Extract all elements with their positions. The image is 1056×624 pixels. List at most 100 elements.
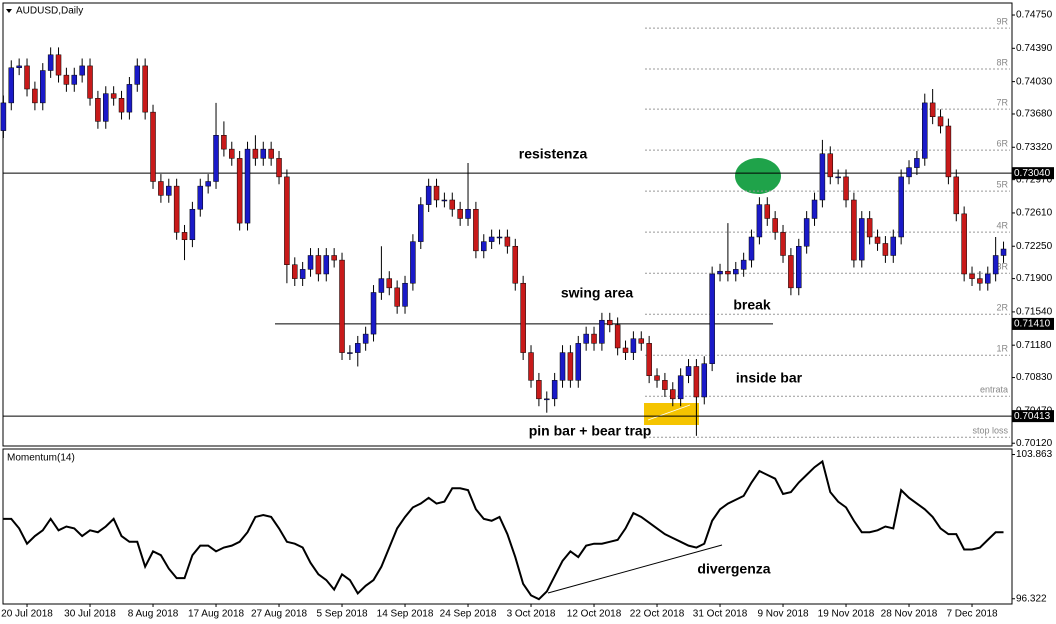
candle-body [599, 319, 605, 344]
candle-body [819, 153, 826, 201]
y-tick-label: 0.72250 [1016, 241, 1053, 252]
candle-body [244, 148, 251, 224]
candle-body [339, 259, 345, 353]
candle-body [236, 158, 243, 224]
candle-body [701, 363, 708, 398]
candle-body [307, 255, 314, 270]
y-tick-label: 0.74390 [1016, 43, 1053, 54]
candle-body [181, 232, 188, 241]
candle-body [103, 93, 109, 122]
candle-body [520, 282, 526, 353]
candle-body [591, 333, 597, 344]
candle-body [614, 324, 621, 349]
candle-body [55, 54, 62, 76]
candle-body [630, 338, 637, 353]
x-tick-label: 24 Sep 2018 [440, 609, 497, 620]
x-tick-label: 30 Jul 2018 [64, 609, 116, 620]
candle-body [126, 84, 133, 113]
candle-body [87, 65, 93, 99]
candle-body [205, 181, 211, 187]
candle-body [173, 185, 180, 233]
y-tick-label: 0.70830 [1016, 372, 1053, 383]
candle-body [418, 204, 424, 242]
candle-body [583, 333, 589, 344]
candle-body [725, 270, 731, 275]
x-tick-label: 22 Oct 2018 [630, 609, 685, 620]
candle-body [796, 245, 802, 289]
x-tick-label: 28 Nov 2018 [881, 609, 938, 620]
x-tick-label: 7 Dec 2018 [946, 609, 998, 620]
y-tick-label: 96.322 [1016, 593, 1047, 604]
candle-body [985, 273, 991, 284]
candle-body [441, 199, 448, 202]
annotation: divergenza [697, 561, 770, 577]
candle-body [780, 232, 786, 256]
candle-body [299, 269, 306, 279]
candle-body [953, 176, 960, 215]
candle-body [567, 352, 574, 381]
candle-body [0, 102, 7, 131]
candle-body [465, 208, 471, 219]
x-tick-label: 14 Sep 2018 [377, 609, 434, 620]
candle-body [323, 255, 330, 275]
candle-body [992, 255, 999, 275]
level-label: 5R [996, 179, 1008, 189]
candle-body [63, 74, 70, 85]
y-tick-label: 0.71540 [1016, 307, 1053, 318]
level-label: 3R [996, 262, 1008, 272]
candle-body [733, 269, 739, 275]
candle-body [449, 199, 456, 210]
candle-body [110, 93, 117, 99]
candle-body [284, 176, 290, 265]
candle-body [378, 278, 385, 293]
candle-body [512, 245, 519, 284]
level-label: stop loss [972, 426, 1008, 436]
candle-body [8, 67, 15, 104]
x-tick-label: 20 Jul 2018 [1, 609, 53, 620]
candle-body [166, 185, 172, 196]
candle-body [24, 65, 30, 90]
momentum-line [3, 459, 1004, 601]
y-tick-label: 0.74030 [1016, 76, 1053, 87]
candle-body [315, 255, 322, 275]
price-label: 0.73040 [1014, 168, 1051, 179]
candle-body [481, 241, 487, 252]
x-tick-label: 27 Aug 2018 [251, 609, 308, 620]
highlight-line [647, 404, 691, 421]
menu-arrow [6, 9, 12, 13]
x-tick-label: 3 Oct 2018 [507, 609, 556, 620]
annotation: swing area [561, 285, 634, 301]
candle-body [670, 389, 676, 400]
candle-body [622, 347, 629, 353]
candle-body [551, 380, 558, 400]
candle-body [528, 352, 534, 381]
candle-body [772, 218, 778, 233]
candle-body [685, 366, 692, 376]
y-tick-label: 103.863 [1016, 449, 1053, 460]
pin-bar-highlight [644, 403, 699, 425]
level-label: 2R [996, 303, 1008, 313]
candle-body [827, 153, 834, 178]
level-label: 9R [996, 16, 1008, 26]
x-tick-label: 19 Nov 2018 [818, 609, 875, 620]
candle-body [709, 273, 715, 364]
candle-body [851, 199, 857, 261]
x-tick-label: 12 Oct 2018 [567, 609, 622, 620]
candle-body [748, 236, 755, 261]
y-tick-label: 0.73320 [1016, 142, 1053, 153]
level-label: 8R [996, 57, 1008, 67]
level-label: 1R [996, 344, 1008, 354]
candle-body [386, 278, 393, 289]
candle-body [764, 204, 771, 219]
candle-body [370, 292, 377, 335]
candle-body [142, 65, 148, 113]
candle-body [835, 176, 841, 179]
candle-body [347, 352, 353, 354]
candle-body [213, 135, 219, 182]
candle-body [292, 264, 298, 279]
candle-body [40, 70, 46, 104]
candle-body [95, 98, 101, 122]
x-tick-label: 5 Sep 2018 [316, 609, 368, 620]
candle-body [843, 176, 849, 201]
